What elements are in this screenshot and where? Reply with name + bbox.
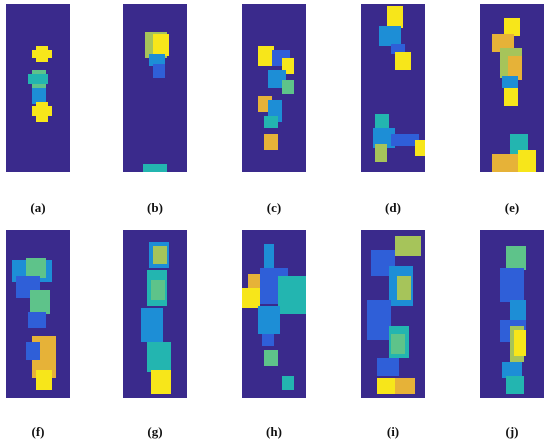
caption-a: (a)	[30, 200, 46, 215]
caption-e: (e)	[504, 200, 520, 215]
heatmap-panel-f	[6, 230, 70, 398]
caption-c: (c)	[266, 200, 282, 215]
caption-d: (d)	[385, 200, 401, 215]
heatmap-e-image	[480, 4, 544, 172]
heatmap-panel-c	[242, 4, 306, 172]
heatmap-i-image	[361, 230, 425, 398]
caption-b: (b)	[147, 200, 163, 215]
heatmap-panel-d	[361, 4, 425, 172]
heatmap-d-image	[361, 4, 425, 172]
heatmap-panel-j	[480, 230, 544, 398]
caption-f: (f)	[31, 424, 45, 439]
heatmap-b-image	[123, 4, 187, 172]
heatmap-panel-b	[123, 4, 187, 172]
caption-h: (h)	[266, 424, 282, 439]
heatmap-f-image	[6, 230, 70, 398]
heatmap-c-image	[242, 4, 306, 172]
blob-a3	[32, 88, 46, 104]
blob-a1	[32, 46, 52, 62]
heatmap-g-image	[123, 230, 187, 398]
caption-j: (j)	[505, 424, 519, 439]
heatmap-panel-h	[242, 230, 306, 398]
caption-g: (g)	[147, 424, 163, 439]
heatmap-panel-e	[480, 4, 544, 172]
heatmap-h-image	[242, 230, 306, 398]
blob-a4	[32, 102, 52, 122]
heatmap-panel-i	[361, 230, 425, 398]
heatmap-a-image	[6, 4, 70, 172]
blob-a2	[28, 70, 48, 88]
heatmap-panel-a	[6, 4, 70, 172]
heatmap-j-image	[480, 230, 544, 398]
caption-i: (i)	[386, 424, 400, 439]
heatmap-panel-g	[123, 230, 187, 398]
